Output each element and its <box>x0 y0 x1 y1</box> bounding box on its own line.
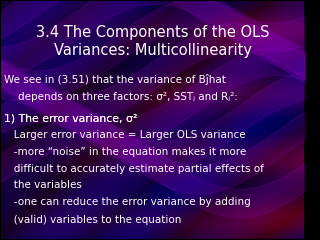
Text: depends on three factors: σ², SSTⱼ and Rⱼ²:: depends on three factors: σ², SSTⱼ and R… <box>18 92 238 102</box>
Text: difficult to accurately estimate partial effects of: difficult to accurately estimate partial… <box>4 164 264 174</box>
Text: -one can reduce the error variance by adding: -one can reduce the error variance by ad… <box>4 197 251 207</box>
Text: -more “noise” in the equation makes it more: -more “noise” in the equation makes it m… <box>4 147 247 157</box>
Text: 1) The error variance, σ²: 1) The error variance, σ² <box>4 114 138 124</box>
Text: 3.4 The Components of the OLS
Variances: Multicollinearity: 3.4 The Components of the OLS Variances:… <box>36 25 269 58</box>
Text: 1) The error variance, σ²: 1) The error variance, σ² <box>4 114 138 124</box>
Text: (valid) variables to the equation: (valid) variables to the equation <box>4 215 182 225</box>
Text: We see in (3.51) that the variance of Bĵhat: We see in (3.51) that the variance of Bĵ… <box>4 74 226 85</box>
Text: the variables: the variables <box>4 180 82 190</box>
Text: Larger error variance = Larger OLS variance: Larger error variance = Larger OLS varia… <box>4 130 246 140</box>
